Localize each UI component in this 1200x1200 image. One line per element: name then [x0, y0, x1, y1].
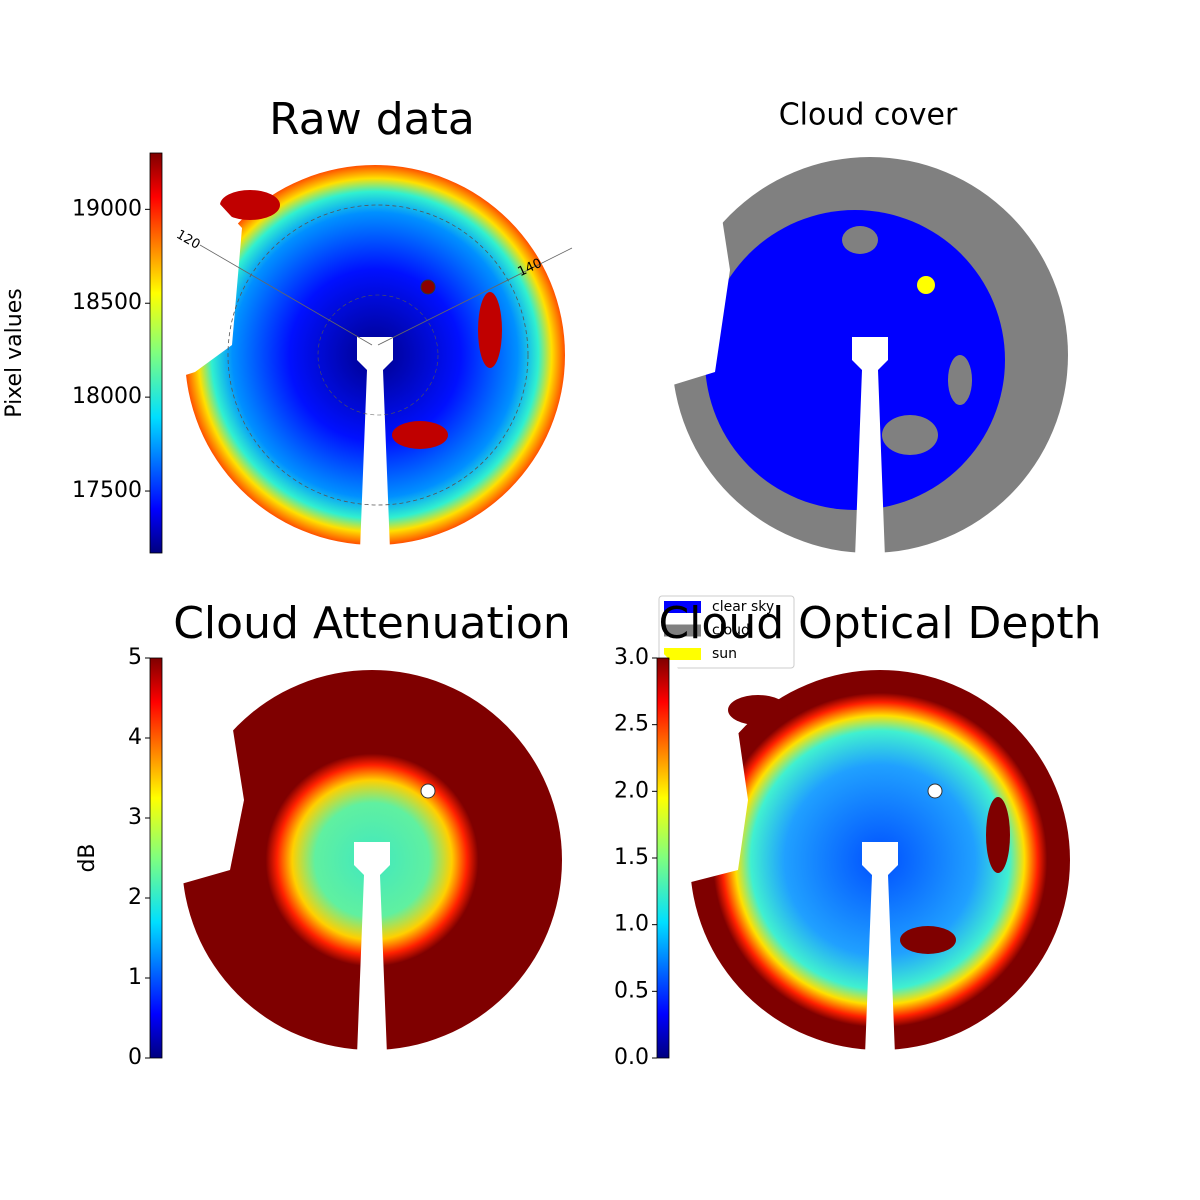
colorbar-tick-label: 18500 — [72, 290, 142, 315]
colorbar-tick-label: 2.0 — [614, 778, 649, 803]
cloud-patch — [842, 226, 878, 254]
legend-swatch — [664, 601, 701, 613]
colorbar-tick-label: 2 — [128, 885, 142, 910]
image-mask — [650, 150, 730, 392]
cloud-patch — [986, 797, 1010, 873]
cloud-patch — [220, 190, 280, 220]
colorbar — [656, 657, 670, 1059]
colorbar-tick-label: 17500 — [72, 478, 142, 503]
sun-marker — [420, 279, 436, 295]
tower-mask — [354, 842, 390, 1055]
colorbar-tick-label: 18000 — [72, 384, 142, 409]
colorbar-tick-label: 0 — [128, 1045, 142, 1070]
legend: clear sky cloud sun — [658, 595, 795, 669]
panel: Cloud Attenuation 0 1 2 3 4 5 dB — [75, 598, 571, 1070]
panel: Cloud cover — [650, 98, 1068, 558]
legend-label: sun — [712, 646, 737, 662]
image-mask — [660, 650, 748, 890]
colorbar-tick-label: 0.5 — [614, 978, 649, 1003]
cloud-patch — [392, 421, 448, 449]
colorbar-tick-label: 1.0 — [614, 912, 649, 937]
panel-title: Cloud Attenuation — [173, 598, 571, 649]
tower-mask — [862, 842, 898, 1055]
panel-title: Cloud Optical Depth — [658, 598, 1101, 649]
colorbar — [149, 152, 163, 554]
polar-line — [377, 247, 573, 346]
colorbar-tick-label: 5 — [128, 645, 142, 670]
colorbar-tick-label: 3 — [128, 805, 142, 830]
colorbar-label: dB — [75, 843, 100, 872]
panel-title: Cloud cover — [779, 98, 958, 133]
panel: Cloud Optical Depth 0.0 0.5 1.0 1.5 2.0 2.5 3.0 — [614, 598, 1102, 1070]
legend-label: cloud — [712, 623, 750, 639]
colorbar-tick-label: 0.0 — [614, 1045, 649, 1070]
legend-label: clear sky — [712, 599, 774, 615]
cloud-patch — [478, 292, 502, 368]
colorbar-tick-label: 1 — [128, 965, 142, 990]
panel-title: Raw data — [269, 94, 475, 145]
image-mask — [160, 650, 244, 890]
colorbar-tick-label: 4 — [128, 725, 142, 750]
cloud-patch — [882, 415, 938, 455]
polar-grid — [317, 294, 439, 416]
colorbar-label: Pixel values — [2, 288, 27, 417]
colorbar-tick-label: 3.0 — [614, 645, 649, 670]
cloud-patch — [900, 926, 956, 954]
sun-marker — [927, 783, 943, 799]
legend-swatch — [664, 624, 701, 637]
polar-grid — [227, 204, 529, 506]
sun-marker — [917, 276, 935, 294]
tower-mask — [852, 337, 888, 558]
colorbar-tick-label: 1.5 — [614, 845, 649, 870]
cloud-patch — [728, 695, 788, 725]
colorbar — [149, 657, 163, 1059]
tower-mask — [357, 337, 393, 550]
sun-marker — [420, 783, 436, 799]
legend-swatch — [664, 648, 701, 660]
cloud-patch — [948, 355, 972, 405]
colorbar-tick-label: 19000 — [72, 196, 142, 221]
colorbar-tick-label: 2.5 — [614, 712, 649, 737]
polar-line — [199, 244, 373, 346]
image-mask — [170, 150, 242, 380]
